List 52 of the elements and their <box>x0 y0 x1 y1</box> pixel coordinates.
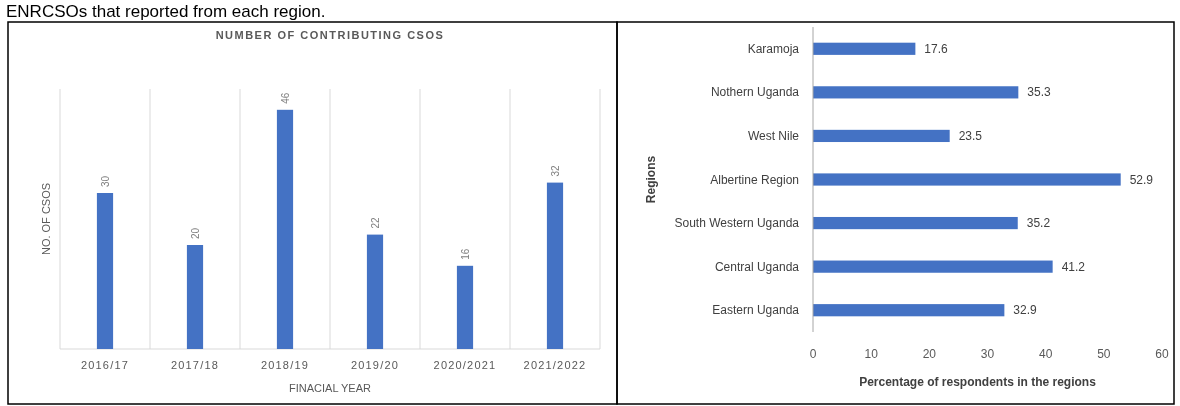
bar <box>456 265 474 349</box>
x-tick-label: 40 <box>1038 347 1053 361</box>
data-label: 23.5 <box>958 128 983 143</box>
bar <box>276 109 294 349</box>
x-tick-label: 0 <box>809 347 817 361</box>
bar <box>813 304 1005 317</box>
x-tick-label: 10 <box>864 347 879 361</box>
bar <box>813 129 950 143</box>
bar <box>813 42 916 55</box>
data-label: 30 <box>100 175 111 187</box>
bar <box>813 260 1053 273</box>
bar <box>366 234 384 349</box>
data-label: 16 <box>460 248 471 260</box>
y-tick-label: Nothern Uganda <box>710 85 800 100</box>
text: ENRCSOs that reported from each region. <box>6 2 326 21</box>
bar <box>186 245 204 349</box>
x-tick-label: 2016/17 <box>80 359 130 371</box>
data-label: 35.3 <box>1027 85 1052 100</box>
x-tick-label: 2017/18 <box>170 359 220 371</box>
bar <box>813 86 1019 99</box>
bar <box>546 182 564 349</box>
y-tick-label: Albertine Region <box>710 172 799 187</box>
x-tick-label: 30 <box>980 347 995 361</box>
data-label: 20 <box>190 227 201 239</box>
x-tick-label: 2021/2022 <box>523 359 587 371</box>
data-label: 41.2 <box>1061 259 1086 274</box>
y-tick-label: South Western Uganda <box>674 216 800 231</box>
chart-title: NUMBER OF CONTRIBUTING CSOS <box>215 29 445 41</box>
bar <box>813 216 1018 230</box>
data-label: 17.6 <box>924 41 949 56</box>
data-label: 22 <box>370 217 381 229</box>
bar <box>813 173 1121 186</box>
data-label: 32 <box>550 165 561 177</box>
y-tick-label: West Nile <box>747 128 800 143</box>
x-axis-title: FINACIAL YEAR <box>289 382 372 394</box>
x-tick-label: 20 <box>922 347 937 361</box>
data-label: 52.9 <box>1129 172 1154 187</box>
x-tick-label: 2020/2021 <box>433 359 497 371</box>
y-tick-label: Eastern Uganda <box>712 303 800 318</box>
x-tick-label: 2018/19 <box>260 359 310 371</box>
y-axis-title: NO. OF CSOS <box>40 182 52 256</box>
data-label: 35.2 <box>1026 216 1051 231</box>
y-tick-label: Central Uganda <box>714 259 800 274</box>
x-axis-title: Percentage of respondents in the regions <box>859 375 1097 389</box>
x-tick-label: 2019/20 <box>350 359 400 371</box>
y-axis-title: Regions <box>644 155 658 204</box>
data-label: 46 <box>280 92 291 104</box>
data-label: 32.9 <box>1013 303 1038 318</box>
bar <box>96 193 114 349</box>
x-tick-label: 60 <box>1155 347 1169 361</box>
x-tick-label: 50 <box>1097 347 1111 361</box>
y-tick-label: Karamoja <box>747 41 800 56</box>
